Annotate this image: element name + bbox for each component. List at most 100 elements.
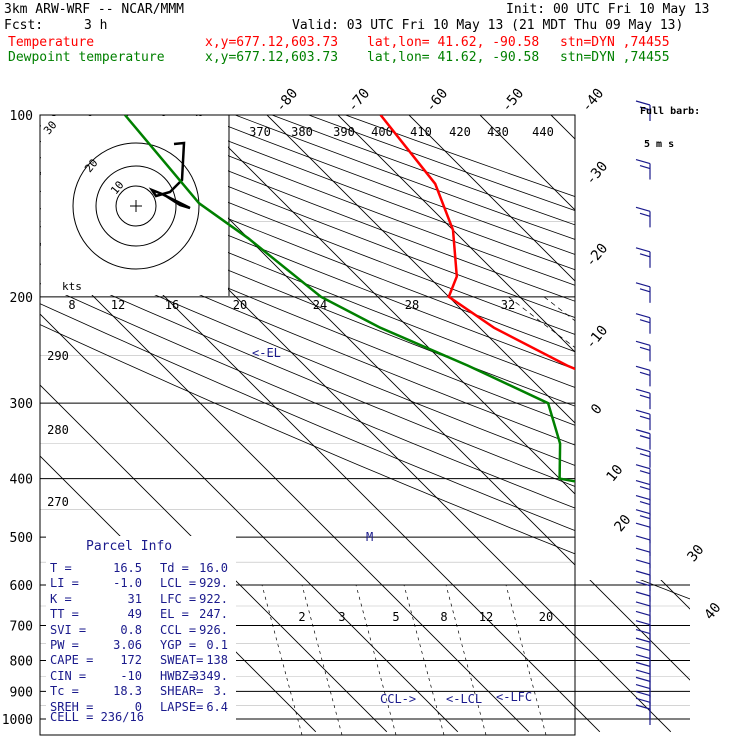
temp-tick-label: 20 [611,512,634,535]
temp-tick-label: -70 [345,86,374,116]
wind-barb [635,100,651,106]
index-k: CAPE = [50,653,94,668]
index-k2: CCL = [160,622,197,637]
moist-adiabat [543,296,690,733]
isotherm [195,115,690,733]
indices-row: K = 31 LFC = 922. [50,592,235,607]
wind-barb [635,247,651,253]
index-k: K = [50,591,72,606]
temp-tick-label: -80 [273,86,302,116]
pressure-tick-label: 500 [10,531,33,546]
indices-row: TT = 49 EL = 247. [50,607,235,622]
mixing-ratio-label: 24 [313,298,327,312]
dry-adiabat [308,115,690,733]
temp-tick-label: 30 [684,542,707,565]
indices-row: SREH = 0 LAPSE= 6.4 [50,700,235,715]
fcst-value: 3 h [84,18,108,33]
wind-barb [639,453,651,458]
wind-barb [635,559,651,565]
index-v: 49 [127,607,142,622]
pressure-tick-label: 400 [10,473,33,488]
temp-tick-label: -30 [583,159,612,189]
index-k2: LCL = [160,576,197,591]
dry-adiabat [161,115,690,733]
wind-barb [635,610,651,617]
cell-motion: CELL = 236/16 [50,710,144,724]
mixing-ratio-label: 2 [298,610,305,624]
wind-barb [635,581,651,587]
temp-tick-label: -40 [579,86,608,116]
index-k2: LFC = [160,591,197,606]
pressure-tick-label: 600 [10,579,33,594]
dry-adiabat [271,115,690,733]
wind-barb [635,535,651,541]
moist-adiabat [584,296,690,733]
station-readout-dew: stn=DYN ,74455 [560,50,670,65]
station-readout-temp: stn=DYN ,74455 [560,35,670,50]
index-k: Tc = [50,684,79,699]
wind-barb [635,340,651,346]
temp-tick-label: -50 [499,86,528,116]
mixing-ratio-label: 8 [440,610,447,624]
wind-barb-legend-line2: 5 m s [644,139,675,150]
index-k2: LAPSE= [160,699,204,714]
wind-barb [639,164,651,170]
index-v2: 3. [213,684,228,699]
index-k2: Td = [160,561,189,575]
mixing-ratio-label: 12 [479,610,493,624]
wind-barb [639,346,651,351]
dry-adiabat-label: 410 [410,125,432,139]
dry-adiabat-label: 420 [449,125,471,139]
wind-barb [639,470,651,475]
index-k2: EL = [160,607,189,622]
wind-barb [635,464,651,470]
wind-barb [639,435,651,440]
pressure-tick-label: 300 [10,397,33,412]
wind-barb [635,388,651,394]
wind-barb [639,415,651,420]
isotherm [693,115,740,732]
dry-adiabat [40,115,690,733]
wind-barb [639,485,651,491]
mixing-ratio-label: 16 [165,298,179,312]
indices-row: LI = -1.0 LCL = 929. [50,576,235,591]
moist-adiabat [715,297,740,732]
temp-tick-label: -60 [423,86,452,116]
wind-barb [639,515,651,520]
index-k: T = [50,561,72,575]
wind-barb-legend: Full barb: 5 m s [640,84,700,161]
wind-barb [635,313,651,319]
dry-adiabat-label: 440 [532,125,554,139]
theta-label: 280 [47,423,69,437]
wind-barb [635,690,651,697]
temp-tick-label: -10 [583,323,612,353]
wind-barb [635,509,651,515]
level-marker: <-LFC [496,690,532,704]
index-v: -1.0 [113,576,142,591]
pressure-tick-label: 900 [10,685,33,700]
moist-adiabat [686,296,690,733]
wind-barb [635,645,651,652]
xy-readout-dew: x,y=677.12,603.73 [205,50,339,65]
wind-barb [639,253,651,258]
pressure-tick-label: 1000 [2,713,33,728]
index-k2: SHEAR= [160,684,204,699]
wind-barb [635,637,651,643]
wind-barb [635,683,651,690]
index-v: -10 [120,668,142,683]
plot-frame [39,114,576,736]
dry-adiabat [235,115,690,733]
indices-row: T = 16.5 Td = 16.0 [50,561,235,576]
valid-time: Valid: 03 UTC Fri 10 May 13 (21 MDT Thu … [292,18,684,33]
wind-barb [635,570,651,576]
index-v2: 922. [199,591,228,606]
wind-barb [635,522,651,528]
index-v2: 247. [199,607,228,622]
theta-label: 290 [47,349,69,363]
dry-adiabat [40,115,690,733]
temp-tick-label: 0 [588,401,606,418]
level-marker: <-LCL [446,692,482,706]
index-v2: 6.4 [206,699,228,714]
legend-dewpoint: Dewpoint temperature [8,50,165,65]
temp-tick-label: 40 [701,600,724,623]
